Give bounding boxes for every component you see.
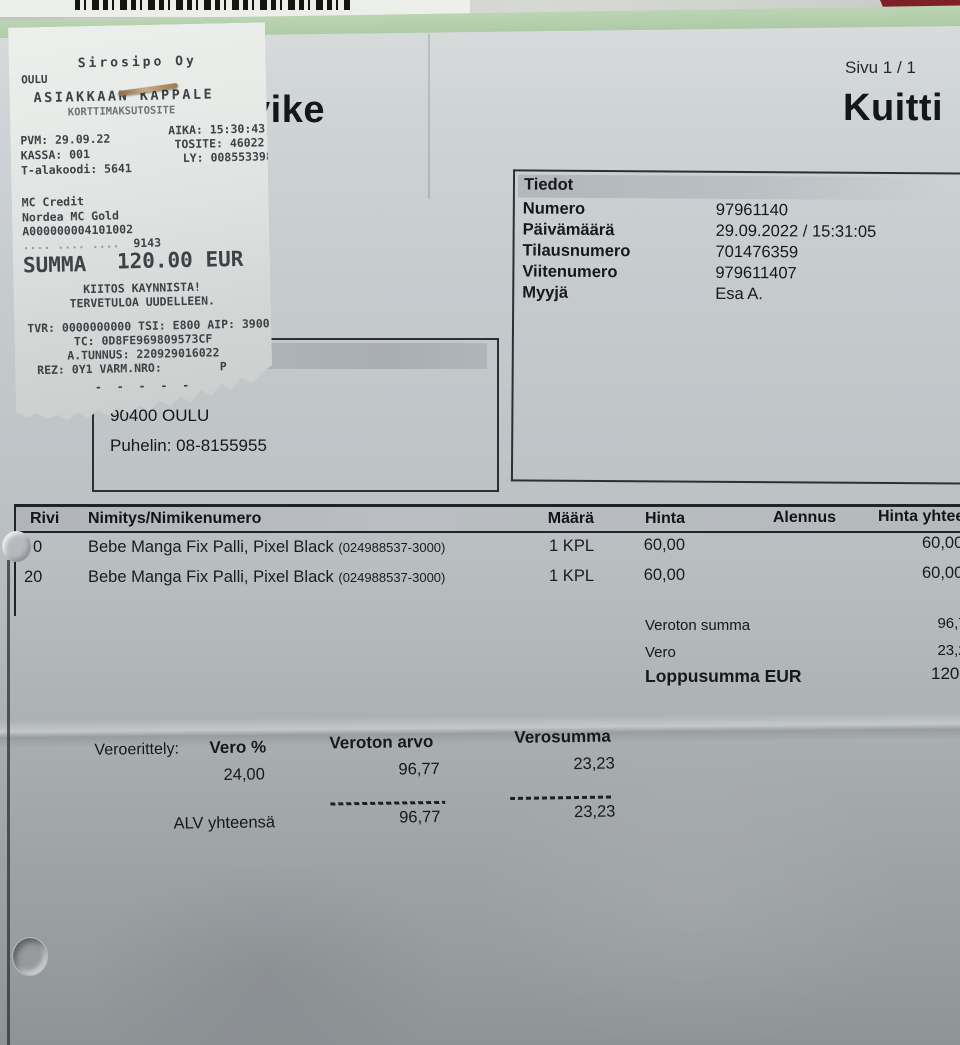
item-rivi: 0 [33,538,43,556]
col-header-yhteensa: Hinta yhteensä [878,508,960,525]
col-header-rivi: Rivi [30,510,60,527]
masked-pan-dots: .... .... .... [22,236,120,253]
rc-subcode: T-alakoodi: 5641 [20,161,132,178]
tax-col-verosumma: Verosumma [514,726,611,747]
item-maara: 1 KPL [549,537,594,555]
item-code: (024988537-3000) [338,540,446,555]
tax-total-net: 96,77 [399,807,441,827]
tiedot-label: Tilausnumero [522,241,631,261]
tax-rate: 24,00 [223,765,265,784]
tax-col-veroton: Veroton arvo [329,732,434,753]
copy-sublabel: KORTTIMAKSUTOSITE [67,104,176,119]
document-edge-behind [0,0,470,17]
tax-col-vero: Vero % [209,737,267,758]
hole-punch-bottom [12,937,48,976]
rc-ly: LY: 008553398 [182,149,273,166]
total-label: Veroton summa [645,617,751,634]
tiedot-row: Numero 97961140 [523,199,788,220]
tax-separator-line [510,795,613,800]
item-name: Bebe Manga Fix Palli, Pixel Black (02498… [88,568,445,587]
item-rivi: 20 [24,568,43,586]
hole-punch-top [2,531,31,562]
tiedot-label: Myyjä [522,283,569,302]
paper-left-edge [7,560,10,1045]
col-header-name: Nimitys/Nimikenumero [88,510,262,527]
paper-crease-vertical [428,34,430,199]
tiedot-value: 97961140 [715,200,789,220]
col-header-hinta: Hinta [645,510,685,527]
merchant-name: Sirosipo Oy [77,53,197,72]
tax-net: 96,77 [398,759,440,779]
tax-breakdown: Veroerittely: Vero % Veroton arvo Verosu… [84,724,646,847]
tiedot-box: Tiedot Numero 97961140 Päivämäärä 29.09.… [510,169,960,485]
item-yhteensa: 60,00 [922,564,960,582]
summa-value: 120.00 EUR [116,246,244,274]
total-value: 96,77 [937,615,960,632]
seller-postal: 90400 OULU [110,406,210,425]
rez-label: REZ: 0Y1 VARM.NRO: [37,360,162,378]
col-header-maara: Määrä [547,510,594,527]
tiedot-header: Tiedot [523,175,574,194]
tax-total-label: ALV yhteensä [173,813,276,833]
item-name: Bebe Manga Fix Palli, Pixel Black (02498… [88,538,445,557]
tiedot-row: Päivämäärä 29.09.2022 / 15:31:05 [523,220,877,241]
rc-register: KASSA: 001 [20,147,91,163]
grand-total-value: 120,00 [931,664,960,683]
tax-amount: 23,23 [573,754,615,774]
tiedot-row: Myyjä Esa A. [522,283,763,304]
page-title: Kuitti [843,87,944,129]
tax-separator-line [330,800,446,806]
item-name-text: Bebe Manga Fix Palli, Pixel Black [88,538,334,556]
item-yhteensa: 60,00 [922,534,960,552]
total-value: 23,23 [937,642,960,659]
tiedot-header-bar: Tiedot [517,174,943,201]
item-hinta: 60,00 [643,536,685,554]
tiedot-value: 701476359 [715,242,799,262]
total-label: Vero [645,644,676,661]
tiedot-value: 29.09.2022 / 15:31:05 [715,221,877,241]
item-code: (024988537-3000) [338,570,446,585]
tiedot-label: Viitenumero [522,262,618,282]
grand-total-label: Loppusumma EUR [645,666,802,686]
tax-total-amount: 23,23 [573,802,616,822]
rez-line: REZ: 0Y1 VARM.NRO: P [37,359,227,377]
card-payment-receipt: Sirosipo Oy OULU ASIAKKAAN KAPPALE KORTT… [8,22,273,421]
col-header-alennus: Alennus [772,509,836,526]
rez-value: P [219,359,227,374]
item-maara: 1 KPL [549,567,594,585]
item-name-text: Bebe Manga Fix Palli, Pixel Black [88,568,334,586]
cutoff-header-text [75,0,350,10]
table-header-background [14,507,960,532]
tax-section-label: Veroerittely: [94,740,180,759]
rc-date: PVM: 29.09.22 [20,131,111,148]
table-header-underline [14,531,960,533]
summa-label: SUMMA [22,252,87,278]
tiedot-value: 979611407 [715,263,797,283]
seller-phone: Puhelin: 08-8155955 [110,436,267,455]
table-top-border [14,504,960,507]
tiedot-label: Päivämäärä [522,220,615,240]
item-hinta: 60,00 [643,566,685,584]
tiedot-label: Numero [522,199,586,218]
tiedot-row: Viitenumero 979611407 [522,262,797,283]
tiedot-value: Esa A. [715,284,763,304]
tiedot-row: Tilausnumero 701476359 [522,241,798,262]
merchant-city: OULU [20,72,48,87]
page-number: Sivu 1 / 1 [845,58,916,77]
card-type: MC Credit [21,194,85,210]
